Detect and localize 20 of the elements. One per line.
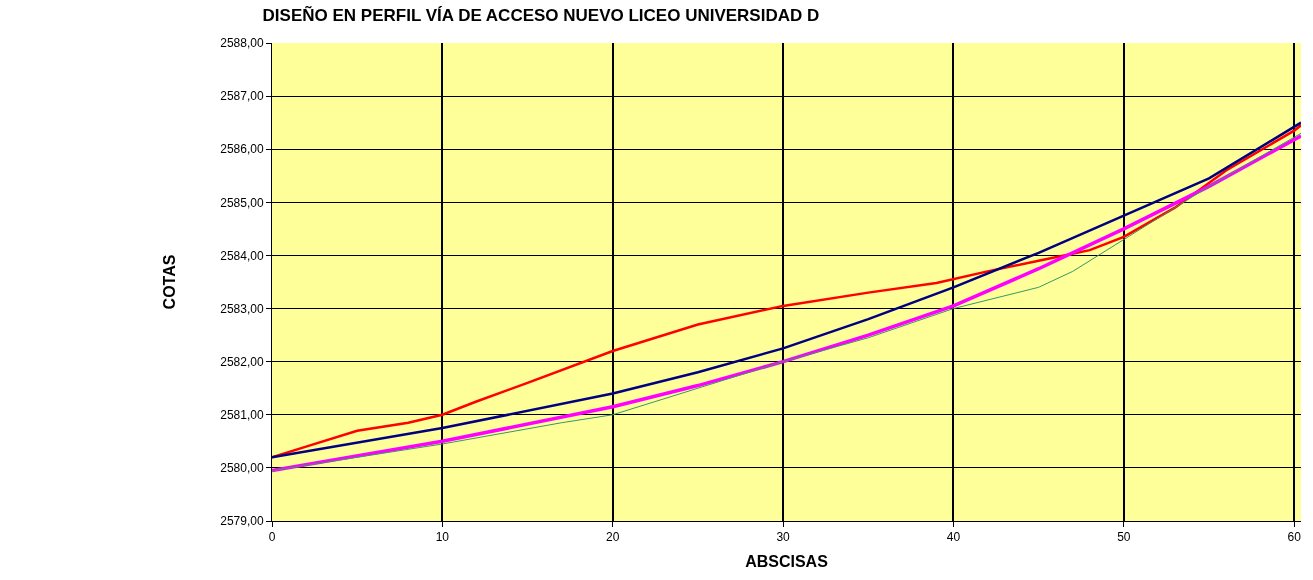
y-tick-label: 2582,00 — [220, 354, 264, 369]
y-tick-label: 2588,00 — [220, 36, 264, 51]
chart-title: DISEÑO EN PERFIL VÍA DE ACCESO NUEVO LICEO UNIVERSIDAD D — [262, 4, 820, 25]
x-tick-label: 30 — [776, 530, 791, 545]
y-tick-label: 2579,00 — [220, 514, 264, 529]
y-axis-title: COTAS — [161, 254, 179, 310]
y-tick-label: 2585,00 — [220, 195, 264, 210]
x-tick-label: 0 — [268, 530, 276, 545]
y-tick-label: 2580,00 — [220, 461, 264, 476]
x-axis-title: ABSCISAS — [745, 553, 829, 571]
y-tick-label: 2581,00 — [220, 407, 264, 422]
y-tick-label: 2584,00 — [220, 248, 264, 263]
y-tick-label: 2586,00 — [220, 142, 264, 157]
y-tick-label: 2587,00 — [220, 89, 264, 104]
x-tick-label: 50 — [1117, 530, 1131, 545]
y-tick-label: 2583,00 — [220, 301, 264, 316]
x-tick-label: 60 — [1287, 530, 1302, 545]
x-tick-label: 40 — [946, 530, 961, 545]
x-tick-label: 20 — [606, 530, 620, 545]
x-tick-label: 10 — [435, 530, 450, 545]
